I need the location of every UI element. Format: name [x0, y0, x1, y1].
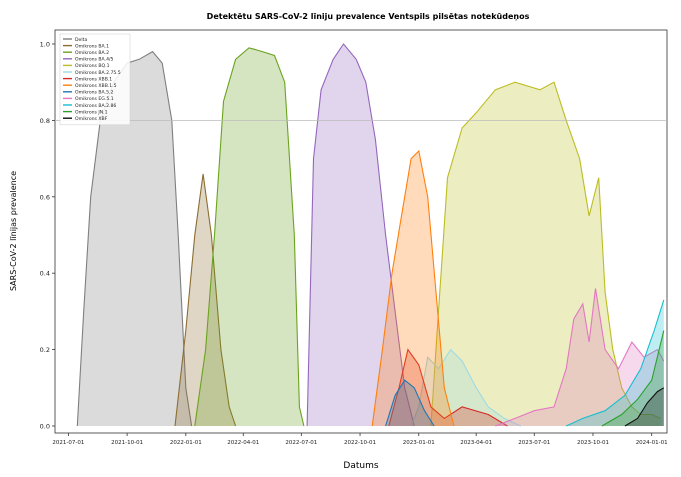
x-tick-label: 2022-07-01: [285, 440, 317, 446]
legend-label: Omikrons BA.4/5: [75, 57, 114, 63]
x-tick-label: 2023-04-01: [460, 440, 492, 446]
x-tick-label: 2022-04-01: [227, 440, 259, 446]
legend-label: Omikrons XBB.1.5: [75, 83, 117, 89]
y-tick-label: 0.6: [40, 193, 50, 201]
legend-label: Omikrons EG.5.1: [75, 96, 114, 102]
x-tick-label: 2023-10-01: [577, 440, 609, 446]
y-tick-label: 1.0: [40, 41, 50, 49]
legend-label: Omikrons XBF: [75, 116, 108, 122]
legend-label: Omikrons BA.2.86: [75, 103, 116, 109]
y-axis-label: SARS-CoV-2 līnijas prevalence: [9, 171, 18, 291]
legend-label: Omikrons BA.2: [75, 50, 109, 56]
legend-label: Omikrons XBB.1: [75, 76, 112, 82]
legend-label: Omikrons BA.5.2: [75, 90, 113, 96]
chart-title: Detektētu SARS-CoV-2 līniju prevalence V…: [207, 12, 530, 21]
x-tick-label: 2023-01-01: [403, 440, 435, 446]
legend-label: Omikrons BQ.1: [75, 63, 110, 69]
x-axis-label: Datums: [343, 461, 378, 471]
x-tick-label: 2023-07-01: [518, 440, 550, 446]
x-tick-label: 2021-10-01: [111, 440, 143, 446]
legend-label: Delta: [75, 37, 87, 43]
y-tick-label: 0.4: [40, 270, 50, 278]
x-tick-label: 2024-01-01: [636, 440, 668, 446]
x-tick-label: 2022-01-01: [170, 440, 202, 446]
legend-label: Omikrons BA.2.75.5: [75, 70, 121, 76]
legend-label: Omikrons JN.1: [75, 109, 108, 115]
legend-label: Omikrons BA.1: [75, 43, 109, 49]
x-tick-label: 2021-07-01: [52, 440, 84, 446]
y-tick-label: 0.0: [40, 423, 50, 431]
x-tick-label: 2022-10-01: [344, 440, 376, 446]
y-tick-label: 0.8: [40, 117, 50, 125]
y-tick-label: 0.2: [40, 346, 50, 354]
